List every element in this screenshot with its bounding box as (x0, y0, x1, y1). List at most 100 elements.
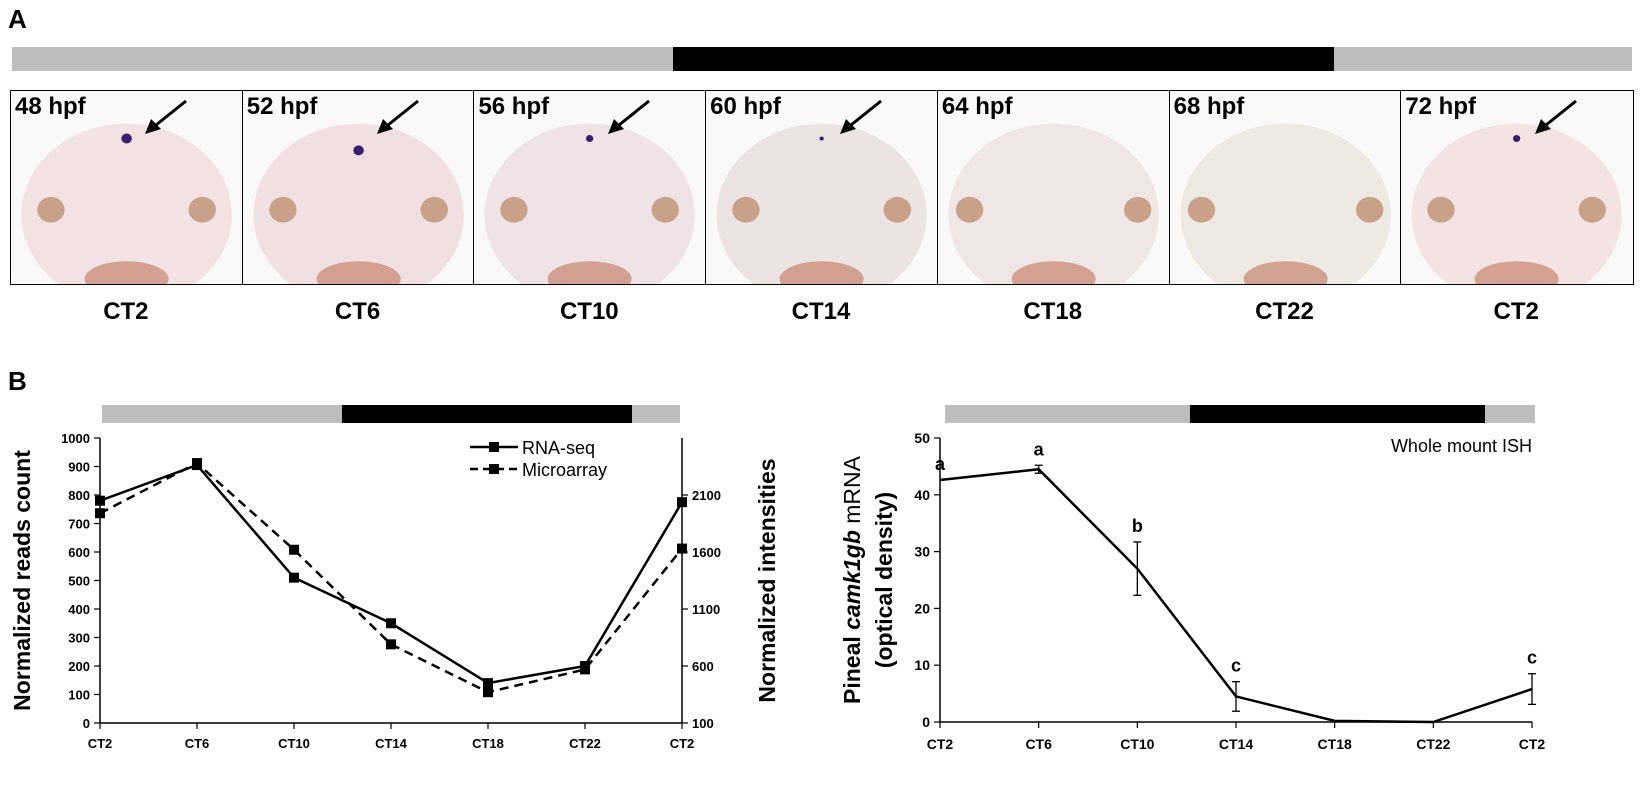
embryo-head (21, 123, 232, 284)
y-tick-label: 20 (914, 600, 930, 616)
embryo-frame: 60 hpf (705, 90, 939, 285)
x-tick-label: CT10 (1120, 736, 1154, 752)
light-period-bar (945, 405, 1190, 423)
embryo-head (1180, 123, 1391, 284)
significance-letter: a (1034, 439, 1045, 459)
right-eye (420, 196, 448, 223)
yolk (1011, 261, 1096, 284)
y2-tick-label: 100 (692, 716, 714, 731)
hpf-label: 52 hpf (246, 93, 318, 120)
line-chart-rnaseq-microarray: 0 100 200 300 400 500 600 700 800 900 1000 100 600 11… (9, 405, 780, 751)
dark-period-bar (673, 47, 1334, 71)
hpf-label: 72 hpf (1405, 93, 1476, 120)
y-label-gene: camk1gb (839, 530, 865, 630)
x-tick-label: CT2 (1519, 736, 1546, 752)
legend-marker (489, 464, 499, 474)
x-tick-label: CT10 (278, 736, 310, 751)
y-tick-label: 800 (68, 488, 90, 503)
significance-letter: c (1231, 656, 1241, 676)
left-eye (37, 196, 65, 223)
y-tick-label: 700 (68, 517, 90, 532)
arrow-icon (376, 99, 419, 134)
yolk (316, 261, 401, 284)
light-period-bar-1 (12, 47, 673, 71)
y-tick-label: 500 (68, 574, 90, 589)
ct-label: CT6 (334, 298, 381, 325)
data-point (289, 572, 299, 583)
pineal-signal (121, 133, 132, 144)
x-tick-label: CT2 (670, 736, 695, 751)
dark-period-bar (342, 405, 632, 423)
ct-label-row: CT2 CT6 CT10 CT14 CT18 CT22 CT2 (10, 298, 1632, 326)
arrow-icon (145, 99, 187, 134)
yolk (1474, 261, 1559, 284)
hpf-label: 60 hpf (710, 93, 781, 120)
embryo-head-image (716, 123, 927, 284)
y-tick-label: 10 (914, 657, 930, 673)
yolk (1243, 261, 1328, 284)
y2-axis-label: Normalized intensities (754, 458, 780, 702)
y-tick-label: 40 (914, 487, 930, 503)
hpf-label: 48 hpf (15, 93, 86, 120)
left-eye (500, 196, 529, 223)
arrow-head (145, 119, 161, 134)
ct-label: CT2 (1493, 298, 1539, 325)
left-eye (1427, 196, 1455, 223)
right-eye (652, 196, 680, 223)
embryo-head-image (21, 123, 232, 284)
ct-label: CT22 (1255, 298, 1314, 325)
pineal-signal (353, 145, 364, 156)
y2-tick-label: 2100 (692, 488, 721, 503)
arrow-shaft (1540, 99, 1578, 131)
arrow-icon (1535, 99, 1578, 134)
embryo-head-image (1411, 123, 1622, 284)
right-eye (1355, 196, 1383, 223)
embryo-head (948, 123, 1159, 284)
embryo-frame: 52 hpf (241, 90, 475, 285)
pineal-signal (1513, 135, 1521, 142)
y2-tick-label: 1600 (692, 545, 721, 560)
hpf-label: 68 hpf (1173, 93, 1245, 120)
arrow-icon (608, 99, 651, 134)
data-point (386, 618, 396, 629)
embryo-head (253, 123, 464, 284)
data-point (483, 678, 493, 689)
embryo-head (716, 123, 927, 284)
ct-label: CT10 (559, 298, 619, 325)
arrow-head (608, 119, 625, 134)
data-point (677, 497, 687, 508)
y-tick-label: 1000 (61, 431, 90, 446)
light-period-bar (102, 405, 342, 423)
data-point (95, 508, 105, 519)
ct-label: CT2 (103, 298, 149, 325)
y-tick-label: 30 (914, 544, 930, 560)
x-tick-label: CT2 (88, 736, 113, 751)
yolk (548, 261, 633, 284)
dark-period-bar (1190, 405, 1485, 423)
x-tick-label: CT22 (1416, 736, 1450, 752)
arrow-shaft (845, 99, 883, 131)
x-tick-label: CT18 (1318, 736, 1352, 752)
embryo-head-image (253, 123, 464, 284)
left-eye (1187, 196, 1215, 223)
significance-letter: a (935, 454, 946, 474)
legend-marker (489, 442, 499, 452)
arrow-head (376, 119, 393, 134)
line-chart-pineal-ish: 0 10 20 30 40 50 CT2 CT6 CT10 CT14 CT18 CT22 CT2 Pine… (839, 405, 1546, 752)
embryo-frame: 68 hpf (1168, 90, 1402, 285)
embryo-head (1411, 123, 1622, 284)
x-tick-label: CT6 (185, 736, 210, 751)
y-label-prefix: Pineal (839, 630, 865, 704)
x-tick-label: CT14 (375, 736, 408, 751)
y-tick-label: 0 (83, 716, 90, 731)
yolk (84, 261, 169, 284)
hpf-label: 56 hpf (478, 93, 550, 120)
data-point (289, 544, 299, 555)
annotation-label: Whole mount ISH (1391, 436, 1532, 456)
light-period-bar (1485, 405, 1535, 423)
left-eye (732, 196, 760, 223)
embryo-head-image (484, 123, 696, 284)
left-eye (268, 196, 297, 223)
panel-b-letter: B (8, 366, 27, 396)
y-label-suffix: mRNA (839, 455, 865, 530)
